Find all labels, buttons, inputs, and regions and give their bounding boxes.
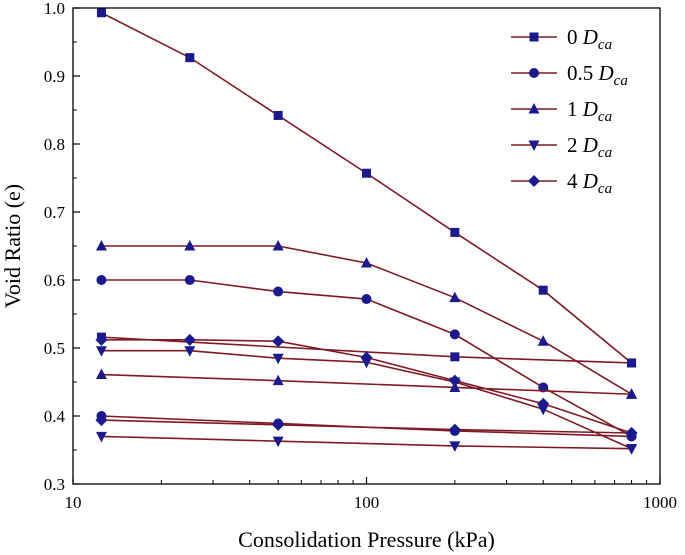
data-point-5-3 <box>626 388 638 399</box>
legend-label-1: 0.5 Dca <box>567 61 628 89</box>
data-point-0-4 <box>450 227 460 237</box>
series-9 <box>95 414 638 439</box>
series-line-0 <box>101 12 633 364</box>
legend-label-d-4: D <box>582 169 598 193</box>
legend-label-2: 1 Dca <box>567 97 612 125</box>
series-0 <box>96 8 637 368</box>
data-point-6-5 <box>537 404 549 416</box>
data-point-8-4 <box>448 374 461 387</box>
legend-marker-2 <box>528 103 540 114</box>
x-axis-title: Consolidation Pressure (kPa) <box>238 527 495 552</box>
data-point-0-3 <box>362 168 371 178</box>
data-point-9-2 <box>448 423 461 436</box>
y-tick-label-0: 0.3 <box>44 475 65 494</box>
x-tick-label-0: 10 <box>65 493 82 512</box>
data-point-8-3 <box>360 351 373 364</box>
data-point-0-0 <box>96 8 106 18</box>
data-point-0-1 <box>185 53 195 63</box>
data-point-1-1 <box>450 352 460 362</box>
legend-label-sub-4: ca <box>598 181 612 197</box>
legend-item-4: 4 Dca <box>511 169 612 197</box>
data-point-7-0 <box>95 431 107 443</box>
legend-label-main-0: 0 <box>567 25 583 49</box>
y-tick-label-1: 0.4 <box>44 407 66 426</box>
series-line-7 <box>101 435 632 450</box>
data-point-4-2 <box>272 240 284 251</box>
legend-item-3: 2 Dca <box>511 133 612 161</box>
data-point-8-1 <box>183 333 196 346</box>
x-tick-label-1: 100 <box>354 493 380 512</box>
legend-label-d-0: D <box>582 25 598 49</box>
legend-label-main-1: 0.5 <box>567 61 599 85</box>
data-point-8-2 <box>272 335 285 348</box>
legend-item-2: 1 Dca <box>511 97 612 125</box>
data-point-4-3 <box>361 257 372 268</box>
data-point-7-3 <box>626 444 638 455</box>
data-point-4-0 <box>95 240 107 251</box>
legend-label-sub-0: ca <box>598 37 612 53</box>
x-tick-label-2: 1000 <box>643 493 677 512</box>
legend-label-main-4: 4 <box>567 169 583 193</box>
data-point-6-1 <box>184 346 196 357</box>
series-line-5 <box>101 373 632 396</box>
data-point-5-0 <box>95 368 107 380</box>
y-tick-label-7: 1.0 <box>44 0 65 18</box>
legend-label-main-2: 1 <box>567 97 583 121</box>
y-tick-label-5: 0.8 <box>44 135 65 154</box>
series-line-3 <box>101 415 632 438</box>
legend-marker-4 <box>528 175 540 187</box>
legend-item-0: 0 Dca <box>511 25 612 53</box>
data-point-2-5 <box>538 382 549 393</box>
data-point-5-1 <box>272 374 284 386</box>
data-point-1-2 <box>627 358 637 368</box>
series-layer <box>95 8 638 455</box>
data-point-4-5 <box>537 335 549 346</box>
series-4 <box>95 240 638 399</box>
data-point-4-4 <box>449 291 461 303</box>
legend-label-main-3: 2 <box>567 133 583 157</box>
data-point-8-5 <box>537 397 550 410</box>
series-line-4 <box>101 245 632 395</box>
data-point-2-3 <box>361 294 372 305</box>
data-point-0-5 <box>538 285 548 295</box>
legend-marker-1 <box>529 68 539 78</box>
data-point-6-2 <box>272 353 284 365</box>
y-tick-label-4: 0.7 <box>44 203 66 222</box>
y-tick-label-2: 0.5 <box>44 339 65 358</box>
series-7 <box>95 431 638 455</box>
legend-label-3: 2 Dca <box>567 133 612 161</box>
data-point-9-1 <box>272 418 285 431</box>
y-tick-label-6: 0.9 <box>44 67 65 86</box>
legend-label-sub-3: ca <box>598 145 612 161</box>
data-point-9-0 <box>95 414 108 427</box>
legend-label-d-3: D <box>582 133 598 157</box>
series-line-9 <box>101 419 632 434</box>
data-point-8-0 <box>95 333 108 346</box>
data-point-2-0 <box>96 275 107 285</box>
legend-label-d-1: D <box>598 61 614 85</box>
legend-marker-3 <box>528 140 540 151</box>
data-point-2-2 <box>273 286 284 297</box>
data-point-0-2 <box>273 110 283 120</box>
y-tick-label-3: 0.6 <box>44 271 65 290</box>
data-point-2-4 <box>449 329 460 340</box>
legend-label-sub-2: ca <box>598 109 612 125</box>
y-axis-title: Void Ratio (e) <box>0 184 25 308</box>
data-point-7-2 <box>449 441 461 452</box>
legend-item-1: 0.5 Dca <box>511 61 628 89</box>
data-point-4-1 <box>184 240 196 251</box>
data-point-2-1 <box>184 275 195 285</box>
data-point-6-0 <box>95 346 107 357</box>
legend-label-sub-1: ca <box>614 73 628 89</box>
legend-label-d-2: D <box>582 97 598 121</box>
legend-label-0: 0 Dca <box>567 25 612 53</box>
data-point-7-1 <box>272 436 284 448</box>
data-point-9-3 <box>625 427 638 439</box>
legend-marker-0 <box>529 32 539 42</box>
series-5 <box>95 368 638 399</box>
legend-label-4: 4 Dca <box>567 169 612 197</box>
